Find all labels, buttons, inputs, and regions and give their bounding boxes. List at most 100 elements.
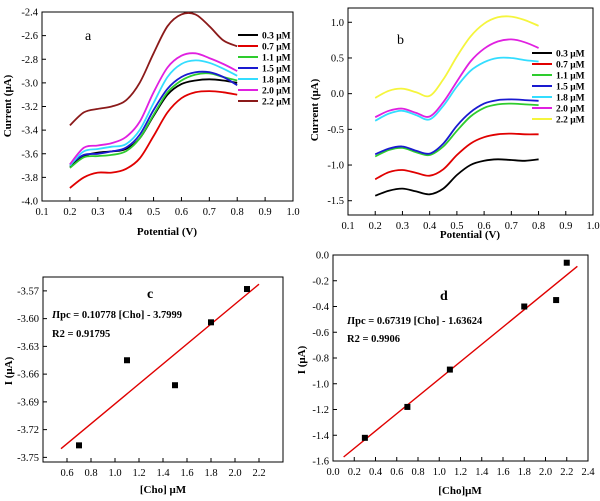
panel-a-frame (41, 11, 294, 202)
panel-b-label: b (397, 33, 404, 48)
a-xtick-label: 0.5 (147, 207, 160, 218)
a-ytick-label: -2.6 (21, 31, 38, 42)
panel-c-equation: IIpc = 0.10778 [Cho] - 3.7999 (51, 310, 182, 321)
a-ytick-label: -2.8 (21, 55, 38, 66)
d-ytick-label: -1.6 (312, 457, 329, 468)
c-xtick-label: 1.6 (180, 468, 193, 479)
c-data-point (124, 357, 130, 364)
c-ytick-label: -3.60 (17, 314, 39, 325)
panel-b-ylabel: Current (μA) (309, 78, 321, 141)
b-xtick-label: 0.1 (341, 221, 354, 232)
d-xtick-label: 0.0 (326, 467, 339, 478)
a-ytick-label: -3.8 (21, 173, 38, 184)
panel-c: 0.6 0.8 1.0 1.2 1.4 1.6 1.8 2.0 2.2 -3.57-3.60-3… (3, 276, 284, 496)
panel-d-xlabel: [Cho]μM (438, 485, 482, 497)
panel-a: 0.1 0.2 0.3 0.4 0.5 0.6 0.7 0.8 0.9 1.0 -2.4-2.6-… (2, 8, 300, 239)
c-xtick-label: 1.4 (156, 468, 170, 479)
panel-d-x-ticks: 0.0 0.2 0.4 0.6 0.8 1.0 1.2 1.4 1.6 1.8 2.0 2.2 2.4 (326, 457, 595, 478)
b-series-line (374, 15, 539, 99)
panel-d-plot (343, 259, 578, 458)
panel-a-ylabel: Current (μA) (2, 74, 14, 137)
a-xtick-label: 0.6 (175, 207, 188, 218)
b-ytick-label: -0.5 (327, 125, 344, 136)
panel-b-xlabel: Potential (V) (440, 229, 501, 241)
d-xtick-label: 1.6 (496, 467, 509, 478)
b-ytick-label: 0.0 (331, 89, 344, 100)
d-xtick-label: 1.0 (433, 467, 446, 478)
c-xtick-label: 1.8 (204, 468, 217, 479)
c-ytick-label: -3.57 (17, 286, 39, 297)
b-ytick-label: -1.0 (327, 161, 344, 172)
d-ytick-label: -1.0 (312, 379, 329, 390)
a-legend-label: 0.7 μM (262, 43, 291, 53)
c-xtick-label: 1.0 (108, 468, 121, 479)
b-xtick-label: 1.0 (586, 221, 599, 232)
d-xtick-label: 0.4 (369, 467, 383, 478)
c-xtick-label: 2.2 (252, 468, 265, 479)
panel-b: 0.1 0.2 0.3 0.4 0.5 0.6 0.7 0.8 0.9 1.0 1.0 0.5 0.0… (309, 7, 600, 241)
a-ytick-label: -3.2 (21, 102, 38, 113)
panel-b-y-ticks: 1.0 0.5 0.0 -0.5 -1.0 -1.5 (327, 18, 352, 207)
c-xtick-label: 0.8 (84, 468, 97, 479)
a-ytick-label: -4.0 (21, 197, 38, 208)
a-series-line (69, 59, 238, 167)
panel-a-series (69, 12, 238, 189)
panel-b-series (374, 15, 539, 197)
d-xtick-label: 2.2 (560, 467, 573, 478)
b-series-line (374, 38, 539, 119)
panel-c-equation-text: Ipc = 0.10778 [Cho] - 3.7999 (56, 310, 182, 321)
panel-b-x-ticks: 0.1 0.2 0.3 0.4 0.5 0.6 0.7 0.8 0.9 1.0 (341, 211, 600, 232)
c-ytick-label: -3.66 (17, 370, 39, 381)
panel-d: 0.0 0.2 0.4 0.6 0.8 1.0 1.2 1.4 1.6 1.8 2.0 2.2 2.4 … (296, 251, 595, 498)
d-xtick-label: 2.0 (539, 467, 552, 478)
a-legend-label: 1.5 μM (262, 65, 291, 75)
a-legend-label: 1.1 μM (262, 54, 291, 64)
b-legend-label: 2.0 μM (556, 105, 585, 115)
b-ytick-label: -1.5 (327, 196, 344, 207)
panel-c-ylabel: I (μA) (3, 356, 15, 385)
b-legend-label: 1.5 μM (556, 83, 585, 93)
panel-d-r2: R2 = 0.9906 (347, 334, 400, 345)
d-ytick-label: -1.4 (312, 431, 329, 442)
panel-d-equation-text: Ipc = 0.67319 [Cho] - 1.63624 (351, 316, 483, 327)
d-data-point (361, 434, 368, 441)
b-xtick-label: 0.7 (505, 221, 518, 232)
panel-c-plot (60, 283, 260, 450)
a-xtick-label: 1.0 (286, 207, 299, 218)
b-xtick-label: 0.5 (450, 221, 463, 232)
c-data-point (244, 286, 250, 293)
c-data-point (208, 319, 214, 326)
b-xtick-label: 0.6 (478, 221, 491, 232)
a-xtick-label: 0.9 (259, 207, 272, 218)
b-ytick-label: 1.0 (331, 18, 344, 29)
b-xtick-label: 0.9 (559, 221, 572, 232)
panel-b-frame (347, 7, 594, 216)
d-ytick-label: -0.6 (312, 328, 329, 339)
d-data-point (553, 297, 560, 304)
d-xtick-label: 2.4 (581, 467, 595, 478)
c-xtick-label: 2.0 (228, 468, 241, 479)
b-series-line (374, 158, 539, 197)
b-series-line (374, 102, 539, 158)
b-series-line (374, 98, 539, 156)
a-series-line (69, 70, 238, 166)
a-legend-label: 2.2 μM (262, 98, 291, 108)
c-data-point (172, 382, 178, 389)
a-ytick-label: -3.6 (21, 149, 38, 160)
c-data-point (76, 442, 82, 449)
a-xtick-label: 0.7 (203, 207, 216, 218)
a-ytick-label: -3.0 (21, 78, 38, 89)
d-ytick-label: -0.8 (312, 354, 329, 365)
panel-d-equation: IIpc = 0.67319 [Cho] - 1.63624 (346, 316, 483, 327)
panel-a-x-ticks: 0.1 0.2 0.3 0.4 0.5 0.6 0.7 0.8 0.9 1.0 (35, 197, 300, 218)
d-xtick-label: 1.4 (475, 467, 489, 478)
panel-c-xlabel: [Cho] μM (140, 484, 187, 496)
panel-c-r2-text: R2 = 0.91795 (52, 329, 110, 340)
d-data-point (404, 403, 411, 410)
c-ytick-label: -3.63 (17, 342, 39, 353)
panel-c-label: c (147, 287, 153, 302)
panel-b-legend: 0.3 μM0.7 μM1.1 μM1.5 μM1.8 μM2.0 μM2.2 … (532, 50, 585, 126)
a-xtick-label: 0.1 (35, 207, 48, 218)
b-series-line (374, 56, 539, 122)
